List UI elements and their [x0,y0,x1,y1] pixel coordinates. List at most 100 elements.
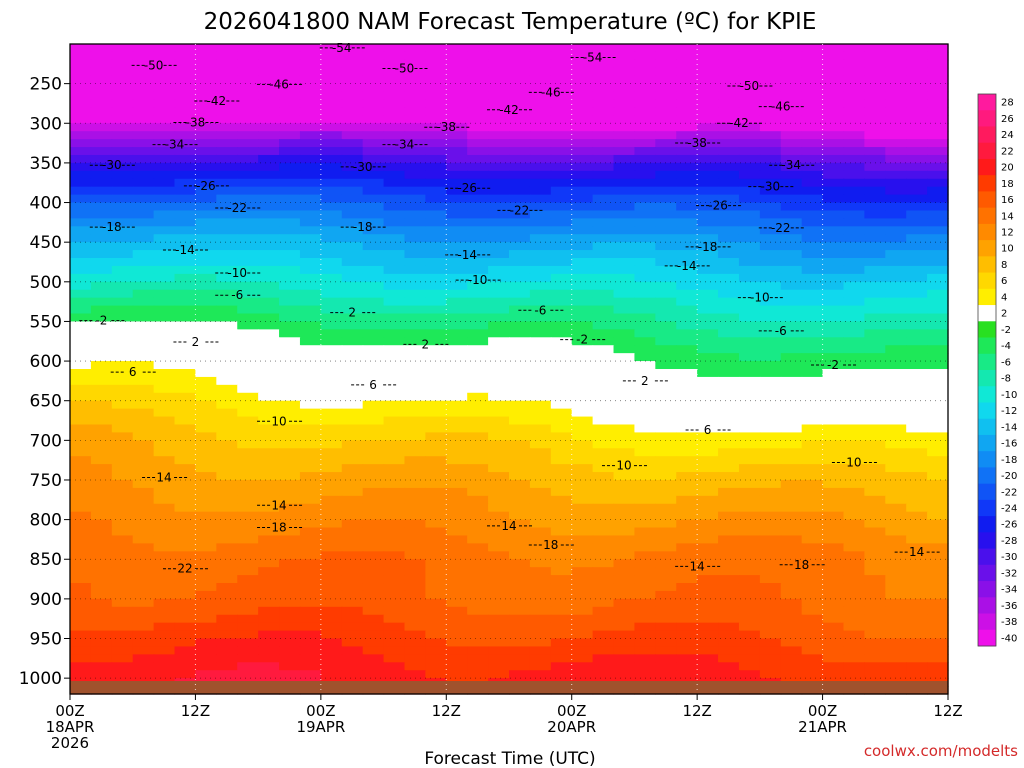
heatmap-cell [613,226,636,235]
heatmap-cell [446,131,468,140]
heatmap-cell [843,400,865,410]
heatmap-cell [216,131,238,140]
heatmap-cell [70,170,92,180]
heatmap-cell [529,226,552,235]
heatmap-cell [446,456,468,465]
heatmap-cell [864,329,886,338]
heatmap-cell [613,392,636,402]
heatmap-cell [676,559,698,568]
heatmap-cell [174,646,197,655]
heatmap-cell [780,218,803,227]
heatmap-cell [488,313,510,323]
heatmap-cell [697,464,719,473]
heatmap-cell [759,606,782,616]
heatmap-cell [258,194,280,204]
heatmap-cell [885,519,907,529]
heatmap-cell [550,369,573,378]
heatmap-cell [467,194,489,204]
heatmap-cell [362,487,385,497]
heatmap-cell [738,162,761,172]
heatmap-cell [488,210,510,219]
heatmap-cell [132,226,155,235]
heatmap-cell [132,376,155,386]
heatmap-cell [90,139,113,148]
heatmap-cell [550,630,573,640]
heatmap-cell [258,289,280,299]
heatmap-cell [111,59,134,69]
heatmap-cell [174,234,197,243]
heatmap-cell [759,297,782,307]
heatmap-cell [153,535,176,544]
heatmap-cell [195,250,217,259]
heatmap-cell [697,519,719,529]
heatmap-cell [174,75,197,85]
heatmap-cell [153,313,176,323]
heatmap-cell [132,559,155,568]
heatmap-cell [90,353,113,362]
heatmap-cell [467,154,489,164]
heatmap-cell [467,186,489,196]
heatmap-cell [801,59,824,69]
heatmap-cell [843,123,865,132]
heatmap-cell [70,115,92,124]
heatmap-cell [801,67,824,77]
heatmap-cell [195,218,217,227]
heatmap-cell [759,575,782,584]
contour-label: -14 [175,243,195,257]
heatmap-cell [70,630,92,640]
heatmap-cell [613,472,636,481]
heatmap-cell [174,622,197,632]
heatmap-cell [383,464,406,473]
heatmap-cell [70,527,92,537]
heatmap-cell [111,361,134,370]
heatmap-cell [258,178,280,188]
heatmap-cell [132,543,155,552]
heatmap-cell [843,289,865,299]
heatmap-cell [299,273,322,283]
colorbar-swatch [978,451,996,468]
heatmap-cell [153,258,176,267]
heatmap-cell [425,83,447,93]
heatmap-cell [70,670,92,679]
heatmap-cell [132,162,155,172]
heatmap-cell [509,83,531,93]
colorbar-label: -34 [1001,585,1017,596]
heatmap-cell [613,614,636,624]
heatmap-cell [550,583,573,592]
heatmap-cell [655,297,677,307]
heatmap-cell [488,583,510,592]
heatmap-cell [906,543,928,552]
heatmap-cell [718,511,740,521]
heatmap-cell [90,297,113,307]
heatmap-cell [885,361,907,370]
heatmap-cell [90,583,113,592]
heatmap-cell [550,210,573,219]
heatmap-cell [634,472,656,481]
heatmap-cell [383,551,406,560]
heatmap-cell [550,107,573,116]
heatmap-cell [446,376,468,386]
heatmap-cell [258,218,280,227]
heatmap-cell [529,487,552,497]
heatmap-cell [362,479,385,489]
heatmap-cell [655,392,677,402]
heatmap-cell [488,511,510,521]
heatmap-cell [571,670,594,679]
heatmap-cell [320,543,343,552]
heatmap-cell [780,194,803,204]
heatmap-cell [195,91,217,101]
heatmap-cell [822,416,845,426]
heatmap-cell [529,424,552,434]
heatmap-cell [822,242,845,251]
heatmap-cell [90,376,113,386]
heatmap-cell [864,297,886,307]
heatmap-cell [216,487,238,497]
heatmap-cell [550,400,573,410]
heatmap-cell [885,543,907,552]
heatmap-cell [801,75,824,85]
heatmap-cell [279,194,301,204]
heatmap-cell [216,265,238,275]
heatmap-cell [780,242,803,251]
heatmap-cell [258,115,280,124]
heatmap-cell [174,376,197,386]
